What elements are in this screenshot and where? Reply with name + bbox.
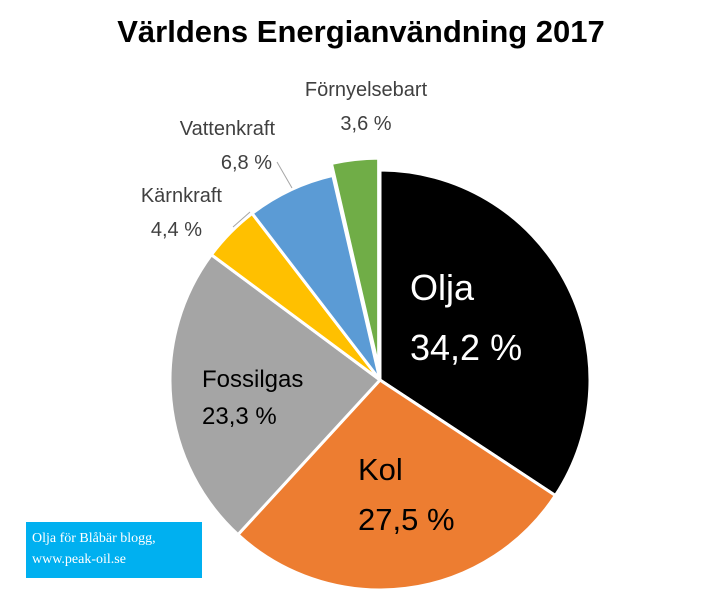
leader-line: [276, 161, 293, 189]
slice-label-value: 6,8 %: [221, 152, 272, 174]
slice-label-name: Kärnkraft: [141, 185, 223, 207]
slice-label-name: Olja: [410, 267, 475, 308]
slice-label-name: Vattenkraft: [180, 118, 276, 140]
leader-lines: [232, 161, 293, 228]
pie-slice-förnyelsebart: [329, 156, 381, 369]
leader-line: [232, 211, 251, 228]
slice-label-value: 4,4 %: [151, 219, 202, 241]
slice-label-name: Kol: [358, 452, 403, 487]
credit-line-1: Olja för Blåbär blogg,: [32, 531, 156, 546]
slice-labels: Olja 34,2 % Kol 27,5 % Fossilgas 23,3 % Kärnkr…: [141, 79, 522, 537]
slice-label-value: 27,5 %: [358, 502, 455, 537]
credit-link[interactable]: www.peak-oil.se: [32, 552, 126, 567]
slice-label-name: Fossilgas: [202, 366, 303, 393]
slice-label-value: 3,6 %: [340, 113, 391, 135]
slice-label-value: 23,3 %: [202, 403, 277, 430]
slice-label-name: Förnyelsebart: [305, 79, 428, 101]
pie-slice-kol: [235, 378, 558, 589]
slice-label-value: 34,2 %: [410, 327, 522, 368]
pie-slice-fossilgas: [168, 252, 383, 537]
pie-slices: [168, 156, 592, 589]
chart-title: Världens Energianvändning 2017: [117, 14, 605, 49]
credit-box: Olja för Blåbär blogg, www.peak-oil.se: [26, 522, 202, 578]
